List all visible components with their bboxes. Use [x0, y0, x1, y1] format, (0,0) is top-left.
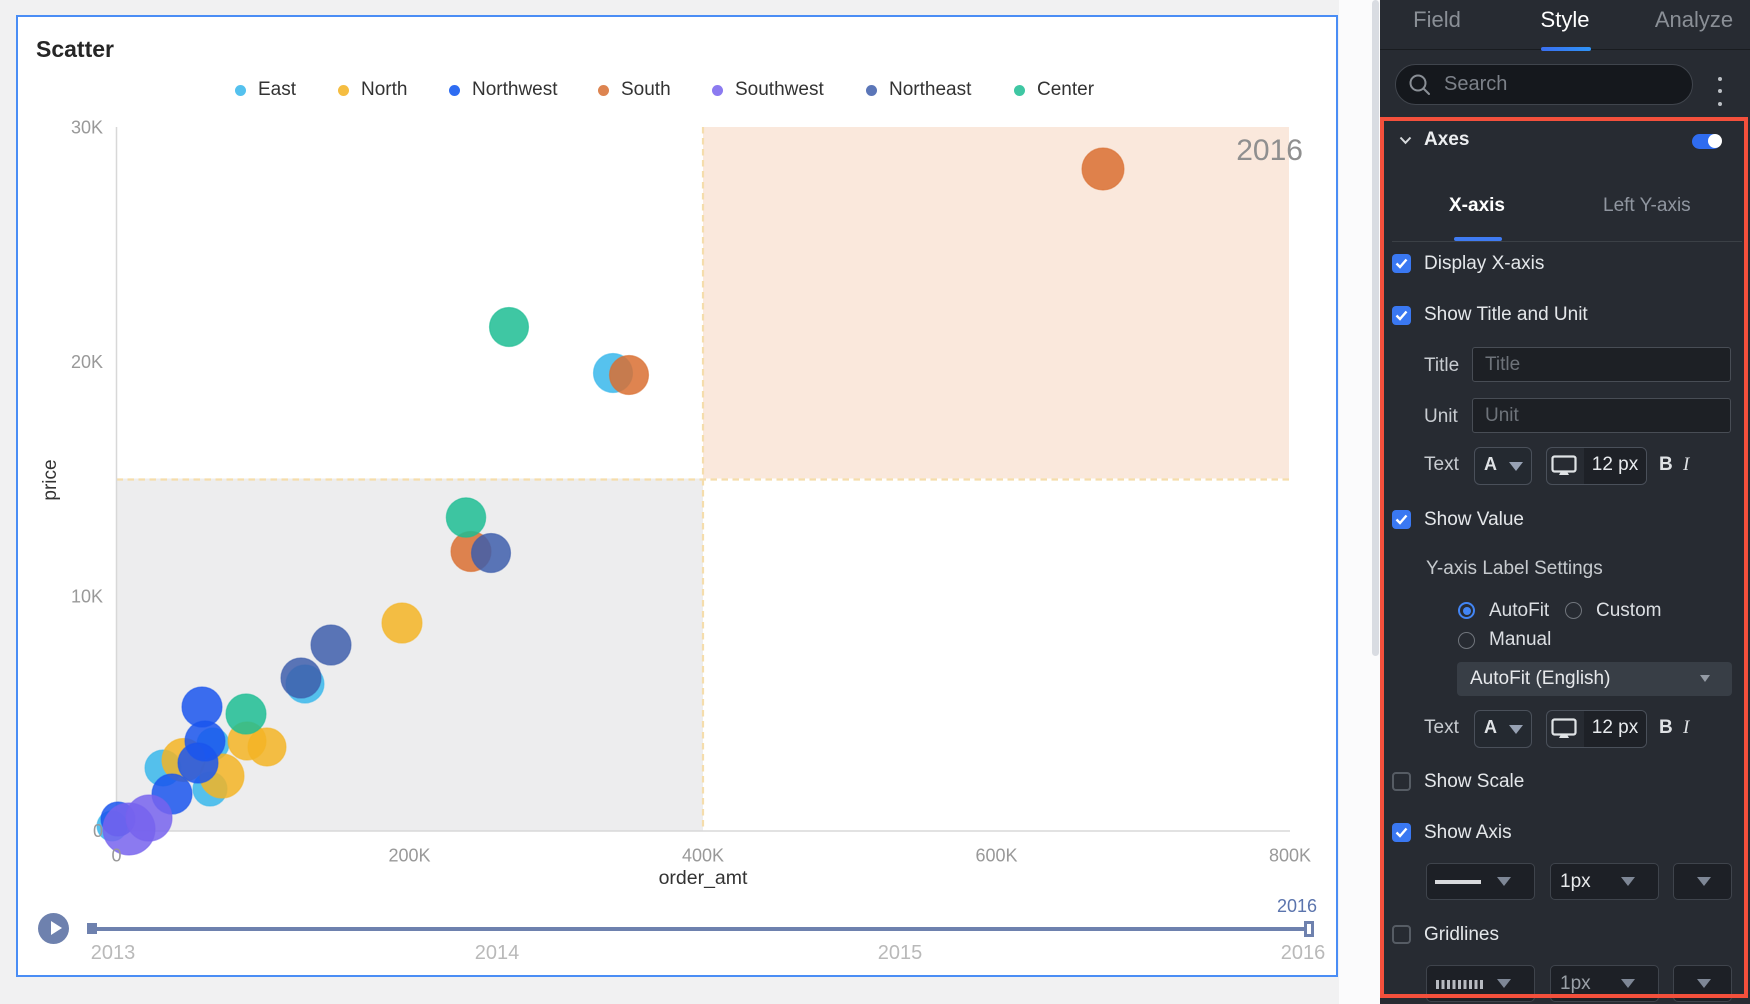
- svg-text:price: price: [40, 459, 61, 500]
- svg-text:600K: 600K: [975, 846, 1017, 866]
- svg-text:30K: 30K: [71, 118, 103, 138]
- svg-text:order_amt: order_amt: [659, 867, 748, 889]
- svg-text:0: 0: [111, 846, 121, 866]
- svg-text:200K: 200K: [388, 846, 430, 866]
- svg-text:20K: 20K: [71, 352, 103, 372]
- svg-text:0: 0: [93, 821, 103, 841]
- svg-text:2016: 2016: [1236, 134, 1303, 167]
- svg-text:800K: 800K: [1269, 846, 1311, 866]
- svg-text:10K: 10K: [71, 587, 103, 607]
- svg-text:400K: 400K: [682, 846, 724, 866]
